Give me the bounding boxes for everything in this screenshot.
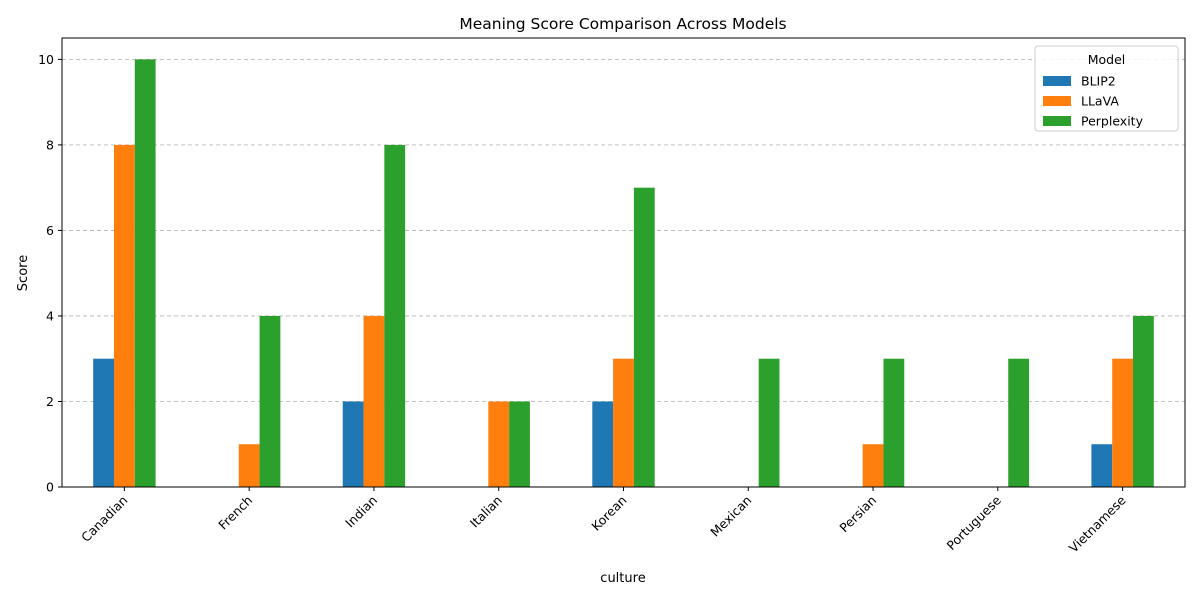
legend-label-llava: LLaVA: [1081, 94, 1119, 109]
bar-perplexity-canadian: [134, 59, 156, 487]
legend-title: Model: [1088, 52, 1126, 67]
legend-swatch-blip2: [1043, 76, 1071, 86]
x-tick-label: French: [215, 493, 255, 533]
legend-box: [1034, 45, 1179, 132]
bar-llava-indian: [363, 315, 385, 487]
legend-swatch-llava: [1043, 96, 1071, 106]
y-tick-label: 10: [38, 52, 54, 67]
x-tick-label: Indian: [342, 493, 380, 531]
x-tick-label: Persian: [836, 493, 879, 536]
bar-perplexity-vietnamese: [1133, 315, 1154, 487]
bar-perplexity-portuguese: [1008, 358, 1030, 487]
bar-blip2-indian: [342, 401, 364, 487]
bar-perplexity-korean: [633, 187, 655, 487]
bar-llava-vietnamese: [1112, 358, 1134, 487]
y-tick-label: 8: [46, 137, 54, 152]
x-tick-label: Vietnamese: [1066, 492, 1129, 555]
y-tick-label: 4: [46, 308, 54, 323]
bar-blip2-korean: [592, 401, 614, 487]
y-tick-label: 6: [46, 223, 54, 238]
x-tick-label: Italian: [467, 493, 505, 531]
x-axis: Canadian French Indian Italian Korean Mexican…: [78, 487, 1129, 555]
bar-perplexity-italian: [509, 401, 530, 487]
bar-llava-french: [238, 444, 260, 487]
bar-llava-italian: [488, 401, 510, 487]
bars: [93, 59, 1154, 487]
bar-llava-korean: [613, 358, 634, 487]
bar-perplexity-indian: [384, 144, 406, 487]
y-axis-title: Score: [16, 255, 31, 291]
y-tick-label: 2: [46, 394, 54, 409]
legend-swatch-perplexity: [1043, 116, 1071, 126]
bar-perplexity-persian: [883, 358, 905, 487]
legend-label-blip2: BLIP2: [1081, 74, 1116, 89]
x-tick-label: Mexican: [707, 493, 754, 540]
bar-perplexity-french: [259, 315, 281, 487]
bar-blip2-canadian: [93, 358, 114, 487]
x-tick-label: Korean: [588, 493, 629, 534]
x-tick-label: Canadian: [78, 493, 130, 545]
chart-title: Meaning Score Comparison Across Models: [459, 15, 786, 33]
legend: Model BLIP2 LLaVA Perplexity: [1034, 45, 1179, 132]
y-tick-label: 0: [46, 480, 54, 495]
x-tick-label: Portuguese: [944, 492, 1005, 553]
bar-blip2-vietnamese: [1091, 444, 1113, 487]
x-axis-title: culture: [600, 571, 645, 586]
y-axis: 0 2 4 6 8 10: [38, 52, 62, 495]
bar-llava-canadian: [113, 144, 135, 487]
bar-llava-persian: [862, 444, 884, 487]
legend-label-perplexity: Perplexity: [1081, 114, 1144, 129]
bar-perplexity-mexican: [758, 358, 780, 487]
